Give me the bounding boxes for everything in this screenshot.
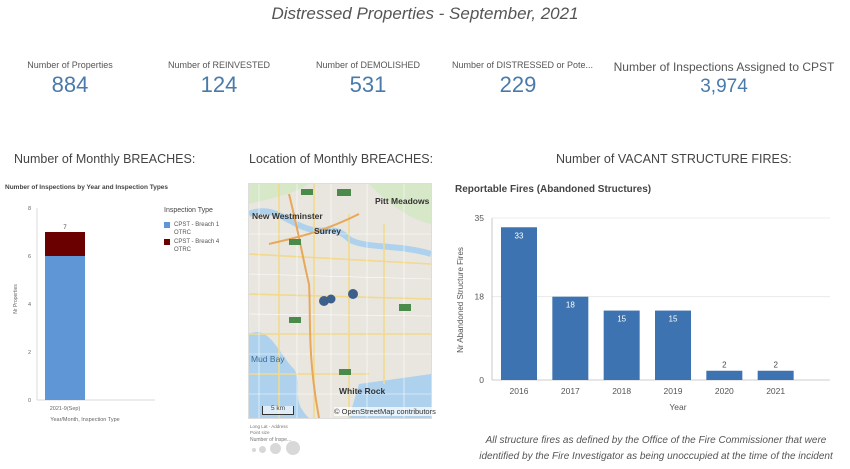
legend-swatch-breach-4 [164,239,170,245]
kpi-value: 229 [499,72,537,97]
map-attribution[interactable]: © OpenStreetMap contributors [334,407,436,416]
kpi-label: Number of REINVESTED [167,60,271,70]
bar-2018[interactable] [603,310,640,380]
legend-title: Inspection Type [164,207,213,214]
bar-value-label: 15 [669,315,678,324]
fires-chart-title: Reportable Fires (Abandoned Structures) [455,184,652,195]
kpi-label: Number of Properties [27,60,113,70]
y-tick-label: 2 [28,350,31,356]
map-label-pitt-meadows: Pitt Meadows [375,196,430,206]
x-tick-label: 2018 [612,386,631,396]
y-tick-label: 8 [28,206,31,212]
x-tick-label: 2020 [715,386,734,396]
legend-item-breach-1-cont: OTRC [174,230,192,236]
bubble-legend-medium [259,446,266,453]
kpi-reinvested[interactable]: Number of REINVESTED 124 [164,60,274,98]
x-tick-label: 2021 [766,386,785,396]
x-tick-label: 2019 [664,386,683,396]
legend-swatch-breach-1 [164,222,170,228]
legend-item-breach-1[interactable]: CPST - Breach 1 [174,222,220,228]
bar-value-label: 2 [722,361,727,370]
breach-point[interactable] [319,296,329,306]
legend-item-breach-4[interactable]: CPST - Breach 4 [174,239,220,245]
bar-value-label: 2 [773,361,778,370]
y-axis-label: Nr Abandoned Structure Fires [456,247,465,353]
bar-value-label: 15 [617,315,626,324]
map-label-surrey: Surrey [314,226,341,236]
page-title: Distressed Properties - September, 2021 [271,4,579,23]
breaches-chart[interactable]: Inspection Type CPST - Breach 1 OTRC CPS… [0,192,245,424]
bar-2019[interactable] [655,310,691,380]
fires-footnote: All structure fires as defined by the Of… [479,435,833,462]
bar-2021[interactable] [757,370,794,380]
map-label-mud-bay: Mud Bay [251,354,285,364]
y-tick-label: 35 [475,213,485,223]
y-tick-label: 18 [475,292,485,302]
map-label-new-westminster: New Westminster [252,211,323,221]
x-tick-label: 2017 [561,386,580,396]
bar-total-label: 7 [63,225,67,231]
y-tick-label: 6 [28,254,31,260]
bar-2017[interactable] [552,296,589,380]
map-legend-size: Point size [250,430,270,435]
y-tick-label: 4 [28,302,31,308]
legend-item-breach-4-cont: OTRC [174,247,192,253]
bar-segment-breach-4[interactable] [45,232,85,256]
section-location-title: Location of Monthly BREACHES: [249,152,434,166]
x-axis-label: Year [669,402,686,412]
x-tick-label: 2021-9(Sep) [50,406,81,412]
kpi-demolished[interactable]: Number of DEMOLISHED 531 [313,60,423,98]
bubble-legend-xlarge [286,441,300,455]
bubble-legend-small [252,448,256,452]
x-axis-label: Year/Month, Inspection Type [50,417,119,423]
y-tick-label: 0 [28,398,31,404]
y-tick-label: 0 [479,375,484,385]
y-axis-label: Nr Properties [13,284,19,314]
bar-value-label: 33 [515,231,524,240]
kpi-label: Number of DEMOLISHED [315,60,421,70]
breach-point[interactable] [326,294,336,304]
section-breaches-title: Number of Monthly BREACHES: [14,152,196,166]
map-legend-field: Long Lat - Address [250,424,288,429]
fires-chart[interactable]: Nr Abandoned Structure Fires Year 0 18 35 3… [450,200,846,416]
bar-2020[interactable] [706,370,743,380]
kpi-label: Number of DISTRESSED or Pote... [452,60,594,70]
map-label-white-rock: White Rock [339,386,386,396]
kpi-distressed[interactable]: Number of DISTRESSED or Pote... 229 [452,60,594,98]
section-fires-title: Number of VACANT STRUCTURE FIRES: [556,152,792,166]
map-scale-bar: 5 km [262,405,294,415]
breach-location-map[interactable]: New Westminster Surrey Pitt Meadows Mud … [248,183,432,419]
kpi-label: Number of Inspections Assigned to CPST [613,60,835,74]
bar-2016[interactable] [501,227,537,380]
bar-value-label: 18 [566,301,575,310]
kpi-value: 124 [200,72,238,97]
kpi-inspections-cpst[interactable]: Number of Inspections Assigned to CPST 3… [602,60,846,98]
bubble-legend-large [270,443,281,454]
map-legend-title: Number of Inspe... [250,437,292,443]
kpi-properties[interactable]: Number of Properties 884 [20,60,120,98]
kpi-value: 884 [51,72,89,97]
breach-point[interactable] [348,289,358,299]
breaches-chart-title: Number of Inspections by Year and Inspec… [5,184,169,191]
x-tick-label: 2016 [510,386,529,396]
kpi-value: 531 [349,72,387,97]
bar-segment-breach-1[interactable] [45,256,85,400]
kpi-value: 3,974 [700,76,748,97]
